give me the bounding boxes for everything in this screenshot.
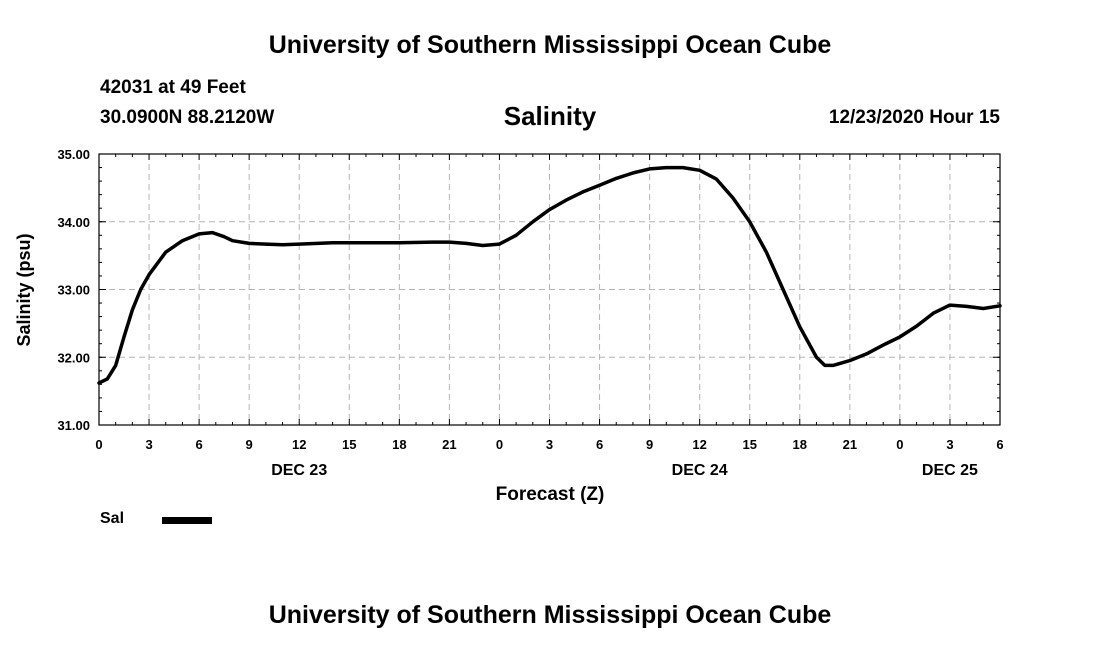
ticks: 0 3 6 9 12 15 18 21 0 3 6 9 12 15 18 21 0 3 6 31.00 32.00 33.… bbox=[57, 147, 1003, 479]
y-tick-label: 31.00 bbox=[57, 418, 90, 433]
y-tick-label: 32.00 bbox=[57, 350, 90, 365]
x-tick-label: 12 bbox=[692, 437, 706, 452]
day-label: DEC 25 bbox=[922, 462, 978, 479]
x-tick-label: 6 bbox=[596, 437, 603, 452]
station-label: 42031 at 49 Feet bbox=[100, 77, 246, 98]
x-tick-label: 3 bbox=[145, 437, 152, 452]
x-tick-label: 12 bbox=[292, 437, 306, 452]
grid bbox=[99, 154, 1000, 425]
series-line-sal bbox=[97, 165, 1002, 385]
x-tick-label: 0 bbox=[95, 437, 102, 452]
x-tick-label: 18 bbox=[793, 437, 807, 452]
x-tick-label: 0 bbox=[896, 437, 903, 452]
x-tick-label: 6 bbox=[195, 437, 202, 452]
x-tick-label: 9 bbox=[246, 437, 253, 452]
salinity-chart: 0 3 6 9 12 15 18 21 0 3 6 9 12 15 18 21 0 3 6 31.00 32.00 33.… bbox=[14, 147, 1004, 505]
footer-title: University of Southern Mississippi Ocean… bbox=[268, 601, 832, 629]
y-tick-label: 35.00 bbox=[57, 147, 90, 162]
legend-swatch bbox=[162, 517, 212, 524]
page-title: University of Southern Mississippi Ocean… bbox=[268, 31, 832, 59]
y-tick-label: 33.00 bbox=[57, 283, 90, 298]
day-label: DEC 24 bbox=[672, 462, 728, 479]
chart-title: Salinity bbox=[503, 101, 597, 131]
x-tick-label: 21 bbox=[843, 437, 857, 452]
x-tick-label: 15 bbox=[342, 437, 356, 452]
x-tick-label: 6 bbox=[996, 437, 1003, 452]
x-tick-label: 3 bbox=[546, 437, 553, 452]
legend-label: Sal bbox=[100, 510, 125, 527]
x-tick-label: 21 bbox=[442, 437, 456, 452]
x-tick-label: 0 bbox=[496, 437, 503, 452]
coordinates-label: 30.0900N 88.2120W bbox=[100, 107, 275, 128]
x-axis-label: Forecast (Z) bbox=[496, 484, 605, 505]
x-tick-label: 9 bbox=[646, 437, 653, 452]
y-tick-label: 34.00 bbox=[57, 215, 90, 230]
forecast-time-label: 12/23/2020 Hour 15 bbox=[828, 107, 1000, 128]
y-axis-label: Salinity (psu) bbox=[14, 233, 34, 346]
day-label: DEC 23 bbox=[271, 462, 327, 479]
x-tick-label: 15 bbox=[742, 437, 756, 452]
x-tick-label: 3 bbox=[946, 437, 953, 452]
x-tick-label: 18 bbox=[392, 437, 406, 452]
